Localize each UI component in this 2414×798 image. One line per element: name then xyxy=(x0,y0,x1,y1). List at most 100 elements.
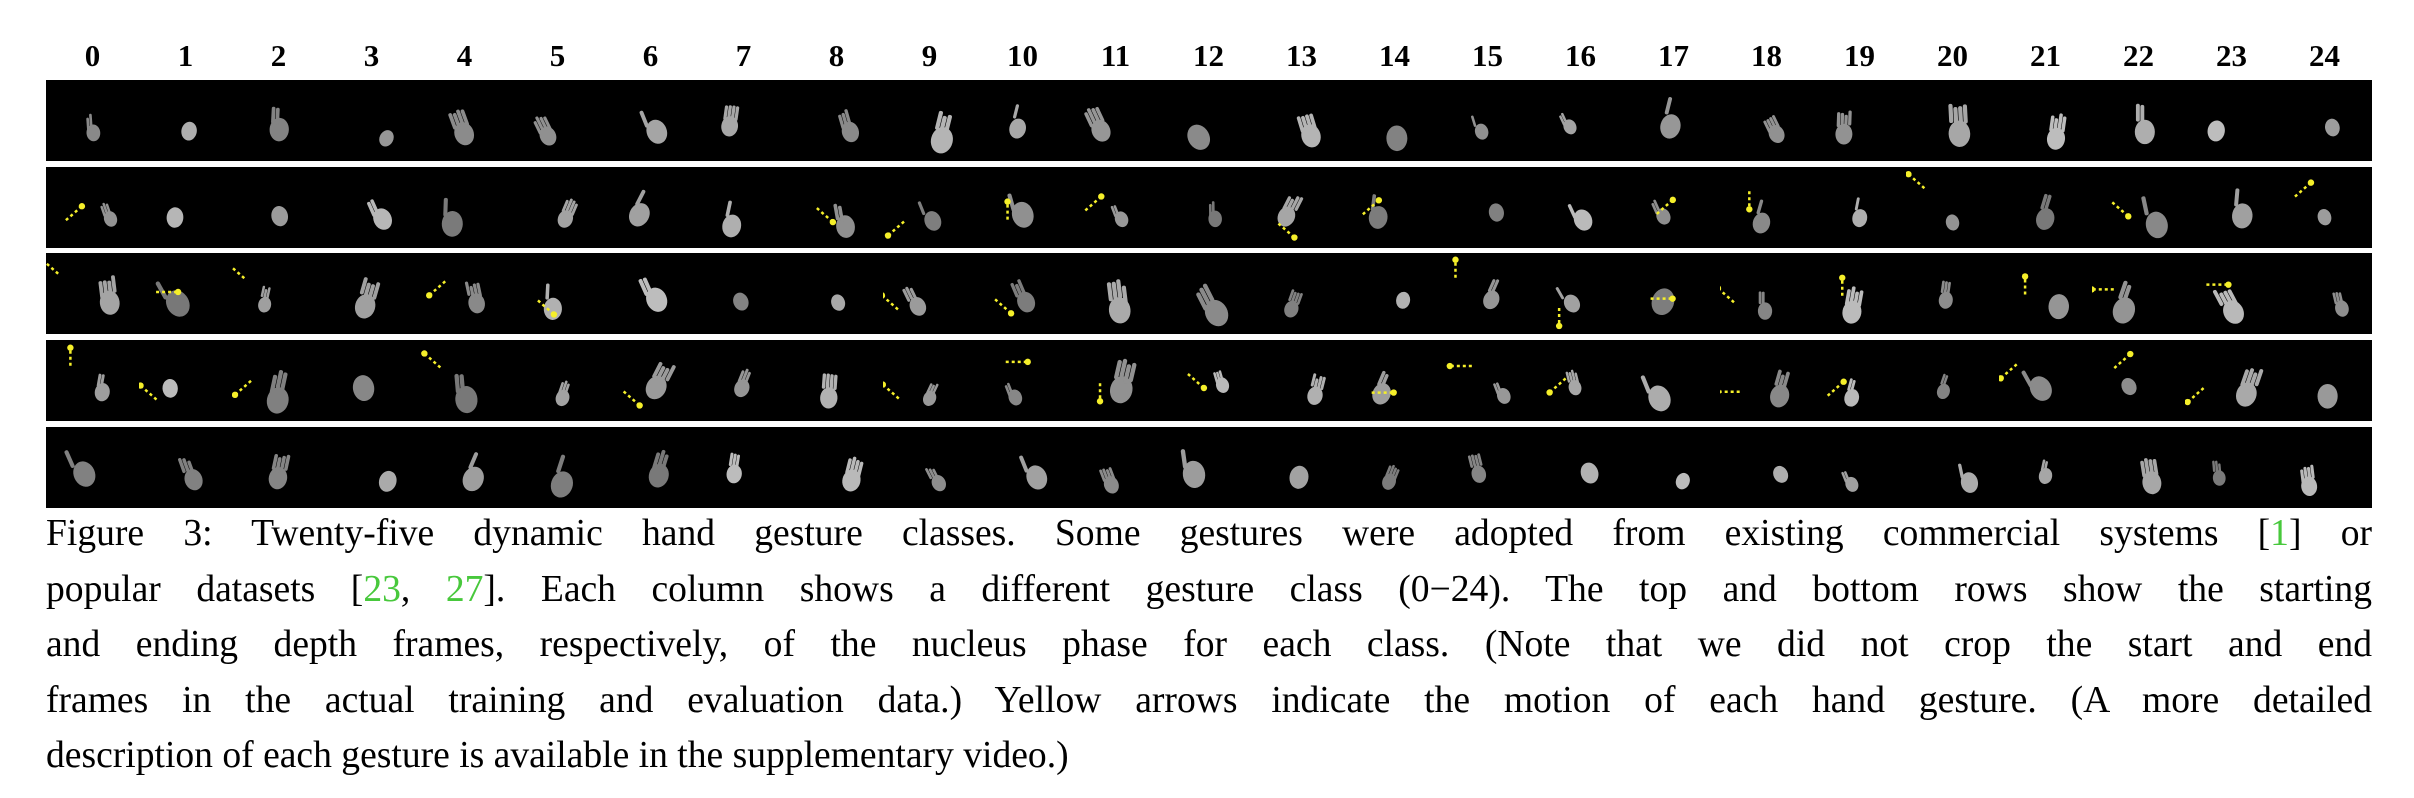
hand-depth-image xyxy=(269,106,289,142)
hand-depth-image xyxy=(733,293,749,311)
hand-depth-image xyxy=(557,198,578,228)
hand-depth-image xyxy=(1720,369,1790,408)
column-label: 3 xyxy=(363,38,380,73)
hand-depth-image xyxy=(1650,288,1676,316)
hand-depth-image xyxy=(1640,375,1671,412)
hand-depth-image xyxy=(421,350,478,414)
hand-depth-image xyxy=(232,266,272,313)
hand-depth-image xyxy=(1019,455,1048,490)
gesture-frame xyxy=(1720,167,1813,248)
column-label: 12 xyxy=(1193,38,1224,73)
hand-depth-image xyxy=(1362,193,1388,229)
column-label: 1 xyxy=(177,38,194,73)
hand-depth-image xyxy=(1763,115,1785,144)
gesture-frame xyxy=(1627,427,1720,508)
gesture-frame xyxy=(883,167,976,248)
gesture-frame xyxy=(325,80,418,161)
citation-link[interactable]: 1 xyxy=(2270,513,2289,554)
gesture-frame xyxy=(1906,253,1999,334)
arrow-head-icon xyxy=(426,292,433,299)
gesture-frame xyxy=(1348,80,1441,161)
gesture-frame xyxy=(1069,340,1162,421)
gesture-frame xyxy=(511,80,604,161)
column-label: 18 xyxy=(1751,38,1782,73)
gesture-frame xyxy=(604,167,697,248)
gesture-frame-grid xyxy=(46,80,2372,508)
hand-depth-image xyxy=(1307,373,1326,406)
column-label: 16 xyxy=(1565,38,1596,73)
gesture-frame xyxy=(1441,253,1534,334)
hand-depth-image xyxy=(2046,113,2067,150)
hand-depth-image xyxy=(1839,274,1864,325)
arrow-head-icon xyxy=(232,391,239,399)
arrow-head-icon xyxy=(636,402,643,409)
hand-depth-image xyxy=(232,370,289,414)
caption-text: Twenty-five dynamic hand gesture classes… xyxy=(212,513,2271,554)
hand-depth-image xyxy=(1446,362,1511,404)
column-label: 17 xyxy=(1658,38,1689,73)
hand-depth-image xyxy=(831,294,846,312)
hand-depth-image xyxy=(2092,281,2136,324)
gesture-frame xyxy=(1255,167,1348,248)
hand-depth-image xyxy=(734,368,751,398)
gesture-frame xyxy=(604,340,697,421)
column-label: 22 xyxy=(2123,38,2154,73)
gesture-frame xyxy=(1255,80,1348,161)
gesture-frame xyxy=(976,427,1069,508)
gesture-frame xyxy=(232,340,325,421)
arrow-head-icon xyxy=(1375,196,1383,204)
arrow-head-icon xyxy=(1200,384,1208,392)
hand-depth-image xyxy=(1546,369,1582,396)
gesture-frame xyxy=(976,80,1069,161)
hand-depth-image xyxy=(1555,287,1581,330)
gesture-frame xyxy=(418,80,511,161)
gesture-frame xyxy=(232,427,325,508)
gesture-frame xyxy=(1534,167,1627,248)
gesture-frame xyxy=(1069,427,1162,508)
gesture-frame xyxy=(883,340,976,421)
gesture-frame xyxy=(1348,167,1441,248)
gesture-frame xyxy=(1255,340,1348,421)
citation-link[interactable]: 27 xyxy=(445,568,484,610)
gesture-frame xyxy=(883,253,976,334)
arrow-head-icon xyxy=(1720,286,1722,292)
hand-depth-image xyxy=(379,130,394,147)
gesture-frame xyxy=(2278,427,2371,508)
gesture-frame xyxy=(418,253,511,334)
arrow-head-icon xyxy=(2225,281,2232,289)
hand-depth-image xyxy=(2232,188,2253,229)
gesture-frame xyxy=(1348,253,1441,334)
hand-depth-image xyxy=(178,457,203,491)
hand-depth-image xyxy=(1580,462,1599,484)
gesture-frame xyxy=(46,427,139,508)
caption-text: , xyxy=(400,568,446,610)
hand-depth-image xyxy=(1746,190,1771,234)
hand-depth-image xyxy=(1284,289,1303,318)
hand-depth-image xyxy=(2111,195,2168,238)
hand-depth-image xyxy=(1999,363,2052,401)
hand-depth-image xyxy=(925,467,946,492)
hand-depth-image xyxy=(883,381,939,407)
hand-depth-image xyxy=(1396,292,1411,310)
hand-depth-image xyxy=(550,454,573,498)
gesture-frame xyxy=(139,340,232,421)
gesture-frame xyxy=(1162,427,1255,508)
caption-text: popular datasets [ xyxy=(46,568,364,610)
gesture-frame xyxy=(697,340,790,421)
citation-link[interactable]: 23 xyxy=(363,568,401,610)
column-label: 4 xyxy=(456,38,473,73)
hand-depth-image xyxy=(1106,279,1131,324)
gesture-frame xyxy=(418,427,511,508)
hand-depth-image xyxy=(1084,106,1111,142)
arrow-head-icon xyxy=(174,289,182,296)
column-label: 19 xyxy=(1844,38,1875,73)
arrow-head-icon xyxy=(1098,192,1105,200)
hand-depth-image xyxy=(1488,203,1504,222)
hand-depth-image xyxy=(2212,460,2226,486)
hand-depth-image xyxy=(1009,104,1026,139)
arrow-head-icon xyxy=(1840,378,1847,386)
arrow-head-icon xyxy=(78,202,86,210)
hand-depth-image xyxy=(1559,112,1577,135)
gesture-frame xyxy=(139,427,232,508)
gesture-frame xyxy=(697,167,790,248)
